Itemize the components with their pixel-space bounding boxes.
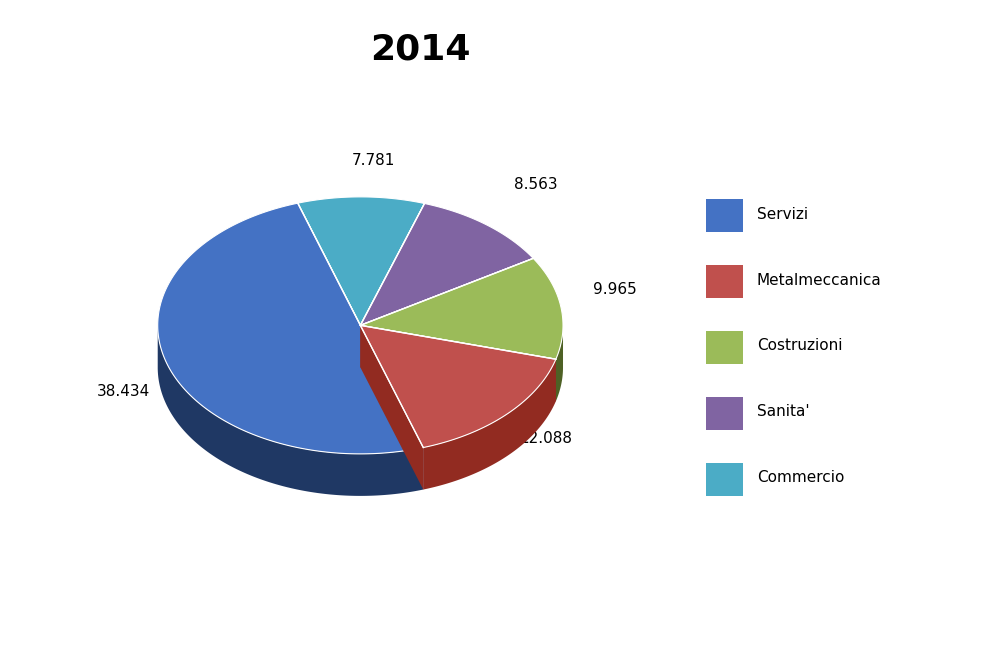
FancyBboxPatch shape [707,265,743,298]
Text: Sanita': Sanita' [757,405,810,419]
Polygon shape [360,326,556,401]
FancyBboxPatch shape [707,463,743,496]
Text: Metalmeccanica: Metalmeccanica [757,273,882,287]
Polygon shape [360,258,563,359]
Text: 2014: 2014 [370,33,470,67]
Polygon shape [556,326,563,401]
Polygon shape [360,204,534,326]
Text: 12.088: 12.088 [520,431,573,446]
FancyBboxPatch shape [707,199,743,233]
FancyBboxPatch shape [707,397,743,430]
Text: 8.563: 8.563 [515,177,558,192]
Polygon shape [158,203,423,454]
Polygon shape [423,359,556,490]
Polygon shape [360,326,423,490]
Polygon shape [360,326,423,490]
FancyBboxPatch shape [707,331,743,364]
Text: Costruzioni: Costruzioni [757,339,842,353]
Text: Servizi: Servizi [757,207,808,221]
Polygon shape [297,197,424,326]
Text: Commercio: Commercio [757,471,844,485]
Polygon shape [360,326,556,447]
Polygon shape [158,326,423,496]
Text: 9.965: 9.965 [593,283,637,297]
Text: 38.434: 38.434 [97,384,150,399]
Text: 7.781: 7.781 [352,154,395,169]
Polygon shape [360,326,556,401]
